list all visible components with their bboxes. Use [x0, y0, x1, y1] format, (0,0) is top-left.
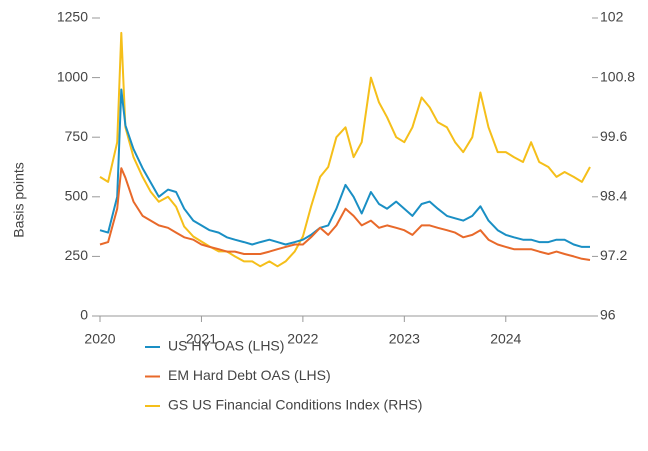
- x-tick-label: 2022: [287, 331, 318, 347]
- y-tick-label: 500: [65, 188, 89, 204]
- y-axis-label: Basis points: [11, 162, 27, 237]
- legend-label: US HY OAS (LHS): [168, 338, 284, 354]
- y-tick-label: 250: [65, 247, 89, 263]
- y2-tick-label: 96: [600, 307, 616, 323]
- series-line: [99, 167, 591, 261]
- y2-tick-label: 100.8: [600, 68, 635, 84]
- y2-tick-label: 97.2: [600, 247, 627, 263]
- y-tick-label: 750: [65, 128, 89, 144]
- x-tick-label: 2020: [84, 331, 115, 347]
- y-tick-label: 1000: [57, 68, 88, 84]
- y2-tick-label: 99.6: [600, 128, 627, 144]
- series-line: [99, 88, 590, 248]
- x-tick-label: 2024: [490, 331, 521, 347]
- legend-label: GS US Financial Conditions Index (RHS): [168, 397, 422, 413]
- x-tick-label: 2021: [186, 331, 217, 347]
- x-tick-label: 2023: [389, 331, 420, 347]
- legend-label: EM Hard Debt OAS (LHS): [168, 367, 331, 383]
- y-tick-label: 1250: [57, 9, 88, 25]
- y-tick-label: 0: [80, 307, 88, 323]
- y2-tick-label: 102: [600, 9, 624, 25]
- y2-tick-label: 98.4: [600, 188, 627, 204]
- series-line: [99, 31, 591, 268]
